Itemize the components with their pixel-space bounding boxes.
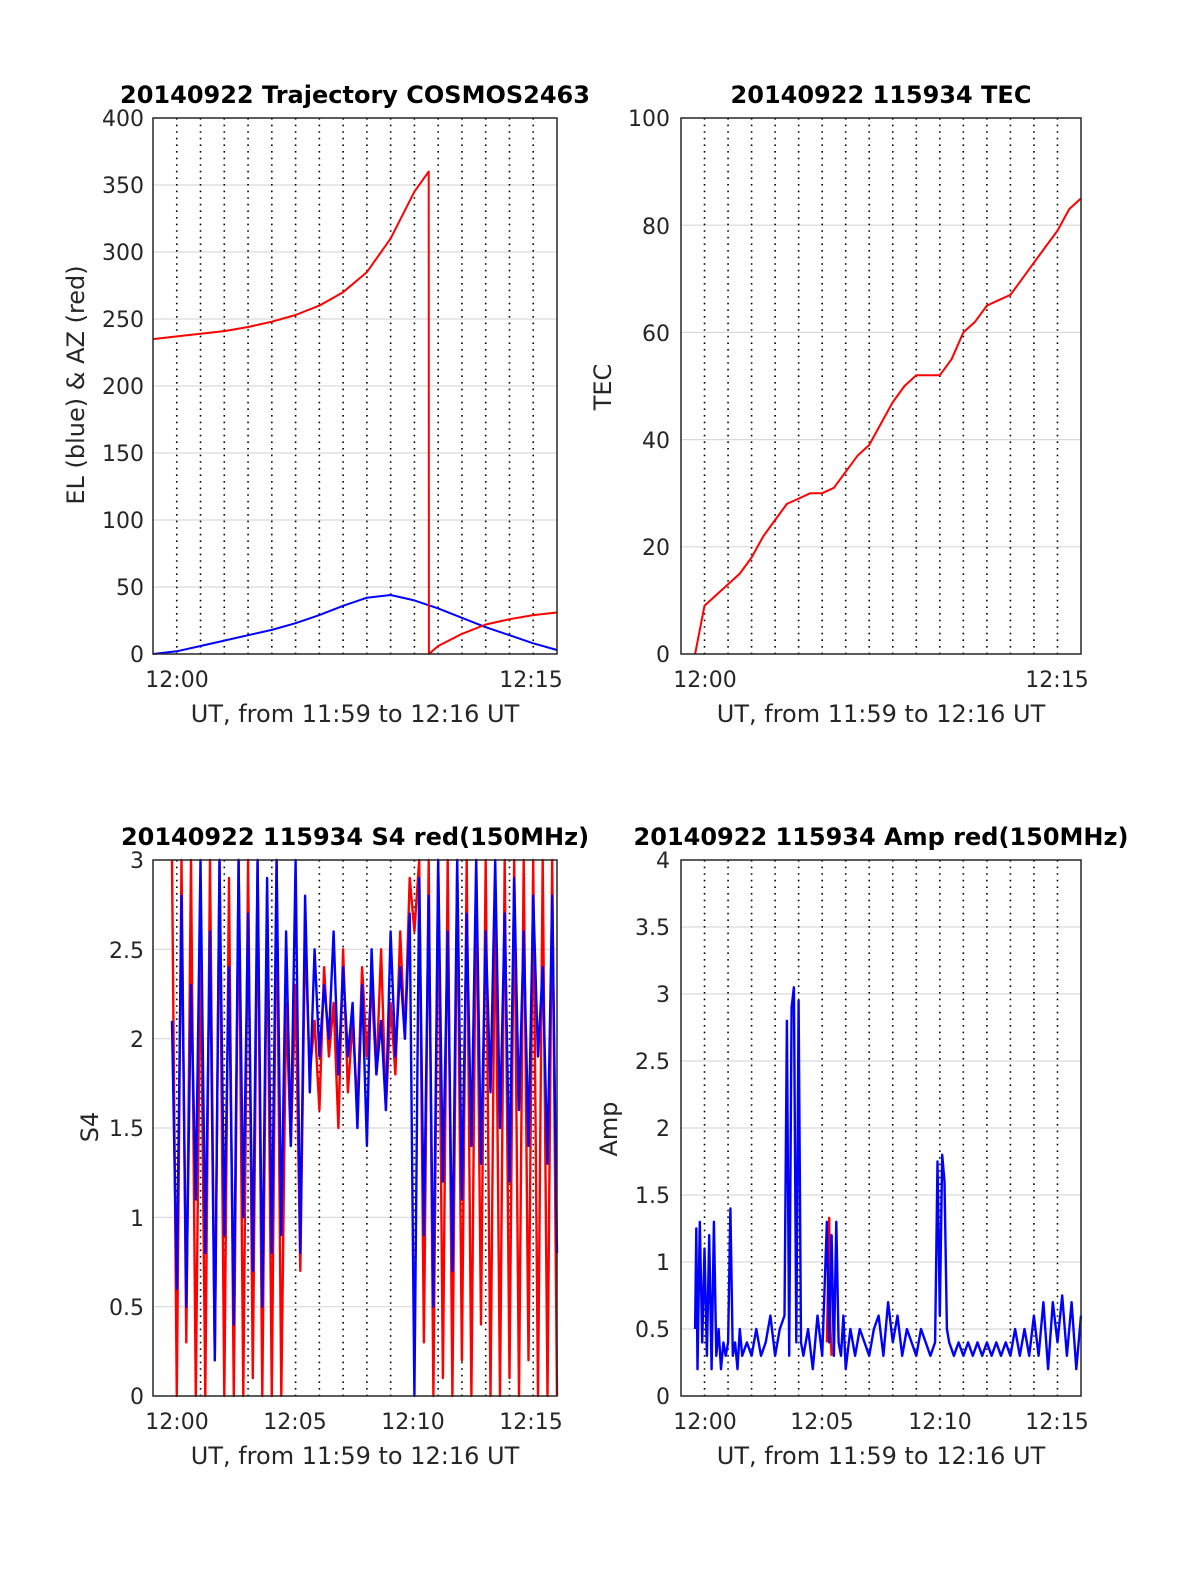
- amp-xlabel: UT, from 11:59 to 12:16 UT: [717, 1442, 1046, 1470]
- tec-xlabel: UT, from 11:59 to 12:16 UT: [717, 700, 1046, 728]
- amp-ytick-label: 3: [656, 983, 670, 1008]
- tec-xtick-label: 12:00: [673, 668, 736, 693]
- trajectory-ytick-label: 300: [102, 241, 144, 266]
- trajectory-ytick-label: 0: [130, 643, 144, 668]
- panel-amp: 20140922 115934 Amp red(150MHz) Amp UT, …: [595, 823, 1128, 1470]
- amp-ytick-label: 4: [656, 849, 670, 874]
- tec-ytick-label: 80: [642, 215, 670, 240]
- trajectory-xlabel: UT, from 11:59 to 12:16 UT: [191, 700, 520, 728]
- amp-xtick-label: 12:05: [790, 1410, 853, 1435]
- amp-xtick-label: 12:15: [1025, 1410, 1088, 1435]
- s4-series: [170, 858, 559, 1398]
- trajectory-series-az: [152, 170, 558, 655]
- s4-ylabel: S4: [76, 1112, 104, 1143]
- trajectory-ytick-label: 50: [116, 576, 144, 601]
- amp-axes-box: [680, 859, 1082, 1397]
- s4-ytick-label: 3: [130, 849, 144, 874]
- s4-ytick-label: 0: [130, 1385, 144, 1410]
- tec-y-ticks: 0 20 40 60 80 100: [628, 107, 670, 668]
- tec-ytick-label: 20: [642, 536, 670, 561]
- trajectory-xtick-label: 12:15: [499, 668, 562, 693]
- tec-xtick-label: 12:15: [1025, 668, 1088, 693]
- trajectory-ytick-label: 100: [102, 509, 144, 534]
- s4-ytick-label: 1.5: [109, 1117, 144, 1142]
- amp-ytick-label: 2.5: [635, 1050, 670, 1075]
- s4-series-s4_blue: [170, 858, 559, 1398]
- trajectory-x-ticks: 12:00 12:15: [145, 668, 562, 693]
- amp-x-ticks: 12:00 12:05 12:10 12:15: [673, 1410, 1088, 1435]
- panel-tec: 20140922 115934 TEC TEC UT, from 11:59 t…: [589, 81, 1089, 728]
- trajectory-ytick-label: 200: [102, 375, 144, 400]
- amp-ylabel: Amp: [595, 1101, 623, 1156]
- tec-axes-box: [680, 117, 1082, 655]
- trajectory-ytick-label: 250: [102, 308, 144, 333]
- tec-series: [694, 197, 1082, 655]
- amp-ytick-label: 0: [656, 1385, 670, 1410]
- amp-xtick-label: 12:10: [908, 1410, 971, 1435]
- tec-series-tec: [694, 197, 1082, 655]
- trajectory-grid: [153, 118, 557, 654]
- trajectory-ytick-label: 400: [102, 107, 144, 132]
- trajectory-title: 20140922 Trajectory COSMOS2463: [120, 81, 590, 109]
- s4-ytick-label: 2: [130, 1028, 144, 1053]
- amp-ytick-label: 1: [656, 1251, 670, 1276]
- s4-title: 20140922 115934 S4 red(150MHz): [121, 823, 589, 851]
- s4-axes-box: [152, 859, 558, 1397]
- amp-xtick-label: 12:00: [673, 1410, 736, 1435]
- trajectory-ylabel: EL (blue) & AZ (red): [62, 265, 90, 504]
- amp-ytick-label: 0.5: [635, 1318, 670, 1343]
- panel-trajectory: 20140922 Trajectory COSMOS2463 EL (blue)…: [62, 81, 590, 728]
- amp-ytick-label: 2: [656, 1117, 670, 1142]
- amp-y-ticks: 0 0.5 1 1.5 2 2.5 3 3.5 4: [635, 849, 670, 1410]
- trajectory-xtick-label: 12:00: [145, 668, 208, 693]
- trajectory-series: [152, 170, 558, 655]
- trajectory-axes-box: [152, 117, 558, 655]
- s4-x-ticks: 12:00 12:05 12:10 12:15: [145, 1410, 562, 1435]
- s4-xtick-label: 12:05: [263, 1410, 326, 1435]
- amp-series-amp_blue: [693, 986, 1083, 1371]
- trajectory-y-ticks: 0 50 100 150 200 250 300 350 400: [102, 107, 144, 668]
- s4-y-ticks: 0 0.5 1 1.5 2 2.5 3: [109, 849, 144, 1410]
- tec-ytick-label: 40: [642, 429, 670, 454]
- trajectory-ytick-label: 350: [102, 174, 144, 199]
- tec-ytick-label: 0: [656, 643, 670, 668]
- amp-title: 20140922 115934 Amp red(150MHz): [634, 823, 1129, 851]
- trajectory-ytick-label: 150: [102, 442, 144, 467]
- tec-grid: [681, 118, 1081, 654]
- s4-xtick-label: 12:00: [145, 1410, 208, 1435]
- amp-ytick-label: 1.5: [635, 1184, 670, 1209]
- s4-ytick-label: 0.5: [109, 1296, 144, 1321]
- tec-ytick-label: 60: [642, 322, 670, 347]
- amp-ytick-label: 3.5: [635, 916, 670, 941]
- s4-xtick-label: 12:10: [381, 1410, 444, 1435]
- tec-ylabel: TEC: [589, 364, 617, 412]
- s4-ytick-label: 1: [130, 1207, 144, 1232]
- tec-x-ticks: 12:00 12:15: [673, 668, 1088, 693]
- s4-ytick-label: 2.5: [109, 939, 144, 964]
- panel-s4: 20140922 115934 S4 red(150MHz) S4 UT, fr…: [76, 823, 589, 1470]
- amp-series: [693, 986, 1083, 1371]
- s4-xtick-label: 12:15: [499, 1410, 562, 1435]
- tec-ytick-label: 100: [628, 107, 670, 132]
- s4-xlabel: UT, from 11:59 to 12:16 UT: [191, 1442, 520, 1470]
- tec-title: 20140922 115934 TEC: [731, 81, 1032, 109]
- trajectory-series-el: [152, 594, 558, 655]
